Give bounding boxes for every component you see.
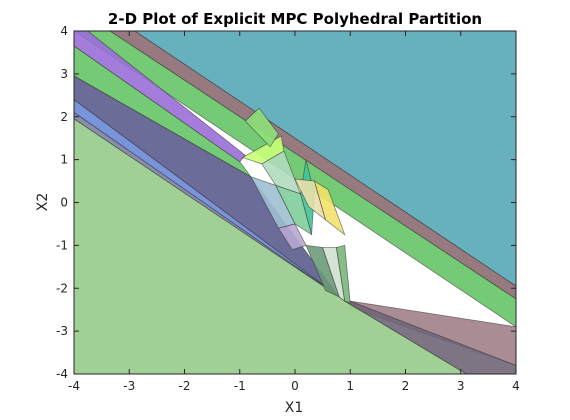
y-tick-label: 0 (60, 196, 68, 210)
x-tick-label: -4 (68, 379, 80, 393)
region-11 (74, 118, 468, 374)
y-tick-label: 3 (60, 67, 68, 81)
x-tick-label: -3 (123, 379, 135, 393)
region-23 (277, 223, 307, 251)
x-axis-ticks: -4 -3 -2 -1 0 1 2 3 4 (68, 31, 520, 393)
region-18 (294, 178, 327, 221)
chart-title: 2-D Plot of Explicit MPC Polyhedral Part… (108, 10, 482, 28)
region-13 (244, 107, 279, 148)
y-tick-label: 4 (60, 24, 68, 38)
y-tick-label: -3 (56, 324, 68, 338)
y-tick-label: -2 (56, 281, 68, 295)
x-tick-label: 4 (512, 379, 520, 393)
region-6 (74, 31, 246, 163)
y-tick-label: 1 (60, 153, 68, 167)
x-tick-label: 1 (346, 379, 354, 393)
x-tick-label: -2 (179, 379, 191, 393)
x-tick-label: 0 (291, 379, 299, 393)
polyhedral-regions (74, 31, 516, 374)
y-axis-label: X2 (35, 193, 51, 212)
x-tick-label: 2 (402, 379, 410, 393)
y-tick-label: 2 (60, 110, 68, 124)
y-tick-label: -1 (56, 238, 68, 252)
x-tick-label: 3 (457, 379, 465, 393)
y-axis-ticks: -4 -3 -2 -1 0 1 2 3 4 (56, 24, 516, 381)
x-tick-label: -1 (234, 379, 246, 393)
region-21 (335, 244, 351, 304)
x-axis-label: X1 (285, 400, 304, 416)
y-tick-label: -4 (56, 367, 68, 381)
